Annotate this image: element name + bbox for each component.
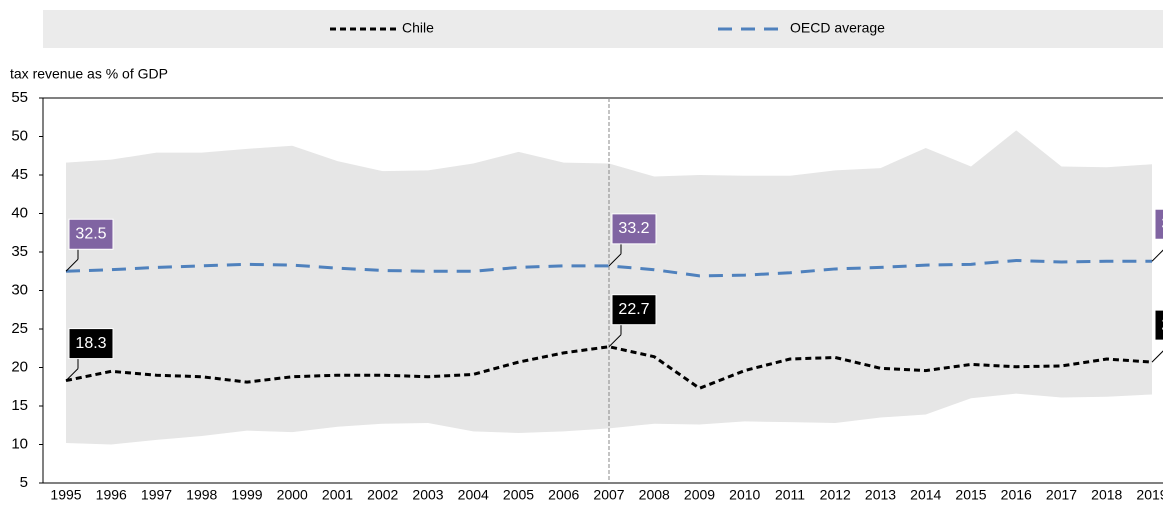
x-tick-label: 1995 [50,487,81,503]
legend-label: OECD average [790,20,885,36]
label-leader [1151,249,1163,262]
x-tick-label: 2012 [820,487,851,503]
data-label: 22.7 [618,301,649,318]
x-tick-label: 2001 [322,487,353,503]
x-tick-label: 2000 [277,487,308,503]
x-tick-label: 2004 [458,487,489,503]
label-leader [1151,350,1163,363]
data-label-box [68,328,114,360]
x-tick-label: 2011 [775,487,805,503]
label-leader [65,368,79,381]
y-axis-label: tax revenue as % of GDP [10,66,168,82]
y-tick-label: 55 [11,89,28,106]
x-tick-label: 1997 [141,487,172,503]
line-series [65,345,1153,390]
x-tick-label: 1999 [231,487,262,503]
x-tick-label: 2007 [593,487,624,503]
data-label-box [611,294,657,326]
data-label-box [1154,208,1163,240]
x-tick-label: 2009 [684,487,715,503]
line-series [65,258,1152,278]
y-tick-label: 30 [11,281,28,298]
legend-label: Chile [402,20,434,36]
x-tick-label: 2008 [639,487,670,503]
data-label: 18.3 [75,335,106,352]
y-tick-label: 15 [11,397,28,414]
x-tick-label: 2006 [548,487,579,503]
x-tick-label: 2019 [1136,487,1163,503]
y-tick-label: 20 [11,358,28,375]
x-tick-label: 2013 [865,487,896,503]
data-label: 33.8 [1161,215,1163,232]
data-label: 32.5 [75,225,106,242]
x-tick-label: 2003 [412,487,443,503]
data-label-box [68,218,114,250]
label-leader [65,258,79,272]
x-tick-label: 2014 [910,487,941,503]
y-tick-label: 50 [11,127,28,144]
x-tick-label: 1996 [96,487,127,503]
legend-background [43,10,1163,48]
y-tick-label: 10 [11,435,28,452]
data-label-box [1154,309,1163,341]
x-tick-label: 2015 [955,487,986,503]
x-tick-label: 2010 [729,487,760,503]
x-tick-label: 2016 [1001,487,1032,503]
x-tick-label: 2005 [503,487,534,503]
y-tick-label: 5 [20,474,28,491]
data-label: 33.2 [618,220,649,237]
y-tick-label: 25 [11,320,28,337]
x-tick-label: 2017 [1046,487,1077,503]
x-tick-label: 1998 [186,487,217,503]
label-leader [608,334,622,348]
y-tick-label: 35 [11,243,28,260]
x-tick-label: 2018 [1091,487,1122,503]
y-tick-label: 40 [11,204,28,221]
y-tick-label: 45 [11,166,28,183]
data-label-box [611,213,657,245]
data-label: 20.7 [1161,316,1163,333]
x-tick-label: 2002 [367,487,398,503]
label-leader [608,253,622,267]
